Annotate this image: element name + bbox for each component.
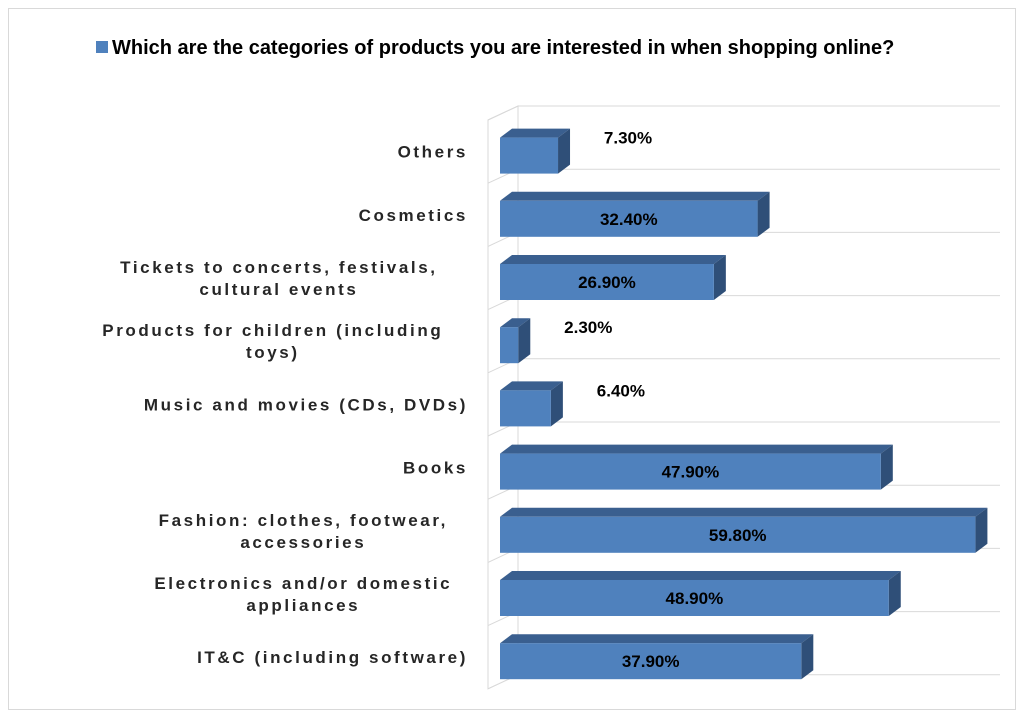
- data-label: 26.90%: [578, 273, 636, 292]
- gridline: [487, 421, 1000, 437]
- bar-top: [500, 381, 563, 391]
- bar-side: [550, 381, 563, 427]
- category-label: Books: [403, 459, 468, 478]
- bar-side: [975, 507, 988, 553]
- data-label: 59.80%: [709, 526, 767, 545]
- bar: [500, 390, 551, 427]
- gridline: [487, 168, 1000, 184]
- bar: [500, 264, 714, 300]
- bar-top: [500, 571, 901, 580]
- bar-top: [500, 191, 770, 201]
- category-label: Music and movies (CDs, DVDs): [144, 395, 468, 414]
- gridline: [487, 105, 1000, 121]
- bar: [500, 327, 519, 364]
- data-label: 37.90%: [622, 652, 680, 671]
- bar-top: [500, 318, 531, 328]
- bar: [500, 516, 976, 553]
- bar-side: [713, 255, 726, 300]
- data-label: 32.40%: [600, 210, 658, 229]
- bar: [500, 137, 559, 174]
- data-label: 47.90%: [662, 463, 720, 482]
- bar-side: [888, 571, 901, 616]
- bar-top: [500, 128, 571, 138]
- bar-side: [757, 191, 770, 237]
- category-label: Electronics and/or domestic appliances: [154, 574, 452, 615]
- category-label: IT&C (including software): [197, 648, 468, 667]
- bar: [500, 200, 758, 237]
- bar-top: [500, 444, 893, 454]
- bar-top: [500, 255, 726, 264]
- category-label: Cosmetics: [359, 206, 468, 225]
- bar-top: [500, 507, 988, 517]
- data-label: 6.40%: [597, 381, 645, 400]
- category-label: Fashion: clothes, footwear, accessories: [159, 511, 448, 552]
- bar-side: [801, 634, 814, 680]
- bar-side: [558, 128, 571, 174]
- bar-side: [880, 444, 893, 490]
- data-label: 7.30%: [604, 129, 652, 148]
- bar-side: [518, 318, 531, 364]
- bar: [500, 453, 881, 490]
- gridline: [487, 358, 1000, 374]
- legend-title: Which are the categories of products you…: [112, 37, 895, 59]
- bar: [500, 580, 889, 616]
- legend: Which are the categories of products you…: [96, 36, 996, 60]
- category-label: Tickets to concerts, festivals, cultural …: [120, 258, 437, 299]
- bar: [500, 643, 802, 680]
- data-label: 48.90%: [666, 589, 724, 608]
- category-label: Products for children (including toys): [102, 321, 443, 362]
- category-label: Others: [398, 143, 468, 162]
- legend-swatch: [96, 41, 108, 53]
- data-label: 2.30%: [564, 318, 612, 337]
- bar-top: [500, 634, 814, 644]
